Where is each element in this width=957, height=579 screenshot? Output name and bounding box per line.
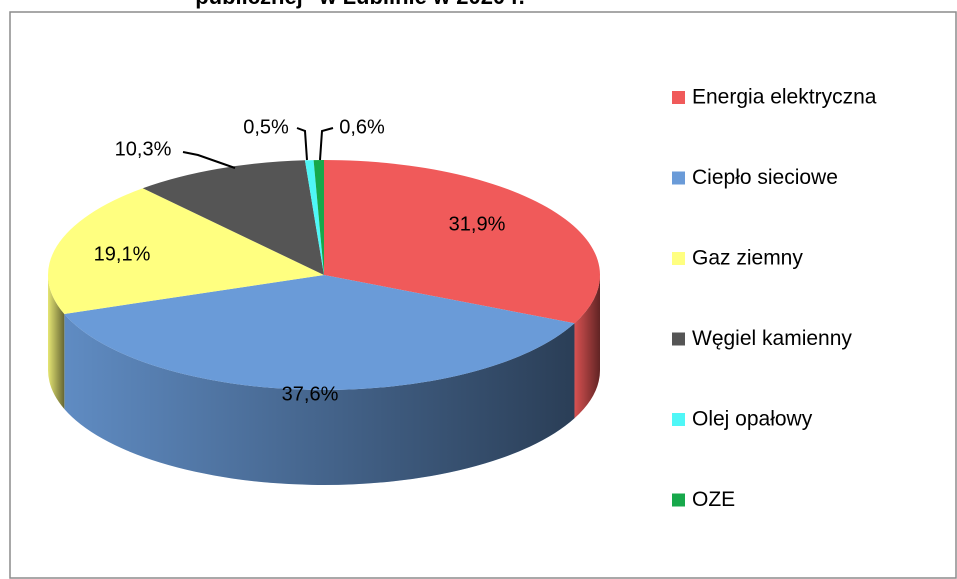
pie-slice (64, 275, 575, 390)
legend-swatch (672, 332, 685, 346)
legend-swatch (672, 493, 685, 507)
legend-label: Gaz ziemny (692, 247, 803, 270)
pie-slice (304, 160, 324, 275)
data-label: 0,6% (339, 116, 385, 138)
pie-slice (324, 160, 600, 324)
leader-line (182, 151, 236, 169)
leader-line (296, 127, 308, 161)
legend-swatch (672, 91, 685, 104)
legend-swatch (672, 252, 685, 265)
pie-side-shade (64, 313, 575, 485)
pie-side-shade (48, 275, 65, 409)
pie-slice (313, 160, 324, 275)
data-label: 0,5% (243, 116, 289, 138)
pie-slice (142, 160, 324, 275)
legend-label: Węgiel kamienny (692, 327, 852, 350)
data-label: 31,9% (449, 213, 506, 235)
legend-swatch (672, 171, 685, 185)
chart-title: publicznej" w Lublinie w 2020 r. (195, 0, 525, 9)
pie-slice (48, 188, 325, 314)
legend-swatch (672, 413, 685, 426)
data-label: 19,1% (94, 243, 151, 265)
data-label: 37,6% (282, 383, 339, 405)
pie-side-shade (574, 275, 600, 419)
legend-label: Olej opałowy (692, 408, 813, 431)
data-label: 10,3% (115, 138, 172, 160)
legend-label: Ciepło sieciowe (692, 166, 838, 189)
leader-line (319, 127, 334, 161)
legend-label: OZE (692, 488, 735, 511)
legend-label: Energia elektryczna (692, 86, 877, 109)
